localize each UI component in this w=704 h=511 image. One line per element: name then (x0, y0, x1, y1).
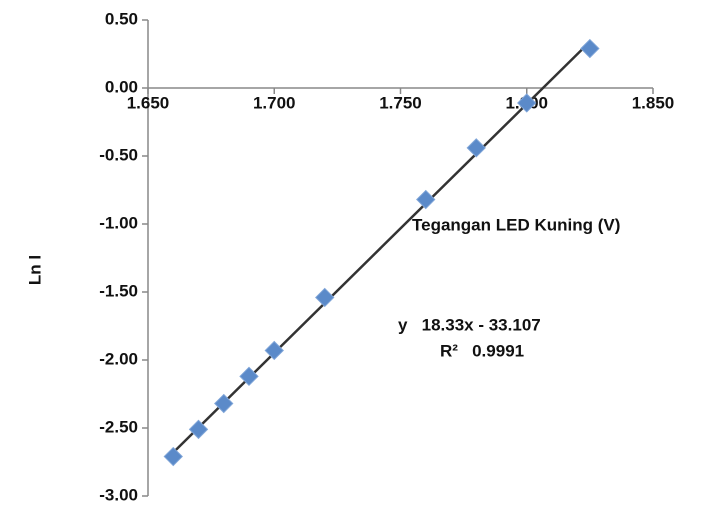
x-tick-label: 1.700 (253, 93, 296, 112)
x-tick-label: 1.750 (379, 93, 422, 112)
x-tick-label: 1.850 (632, 93, 675, 112)
point (163, 446, 183, 467)
point (188, 419, 209, 440)
point (466, 138, 486, 158)
equation: y 18.33x - 33.107 (398, 315, 541, 334)
y-tick-label: -1.00 (99, 213, 138, 232)
point (239, 366, 259, 387)
point (315, 287, 335, 308)
point (416, 189, 436, 210)
y-tick-label: 0.50 (105, 9, 138, 28)
y-tick-label: -2.50 (99, 417, 138, 436)
y-axis-label: Ln I (25, 255, 44, 285)
point (264, 340, 284, 361)
point (580, 38, 600, 59)
y-tick-label: -1.50 (99, 281, 138, 300)
y-tick-label: 0.00 (105, 77, 138, 96)
point (214, 393, 234, 414)
y-tick-label: -3.00 (99, 485, 138, 504)
r-squared: R² 0.9991 (440, 341, 524, 360)
x-tick-label: 1.650 (127, 93, 170, 112)
trendline (172, 40, 591, 454)
x-axis-label: Tegangan LED Kuning (V) (412, 215, 620, 234)
y-tick-label: -0.50 (99, 145, 138, 164)
y-tick-label: -2.00 (99, 349, 138, 368)
point (517, 93, 537, 113)
